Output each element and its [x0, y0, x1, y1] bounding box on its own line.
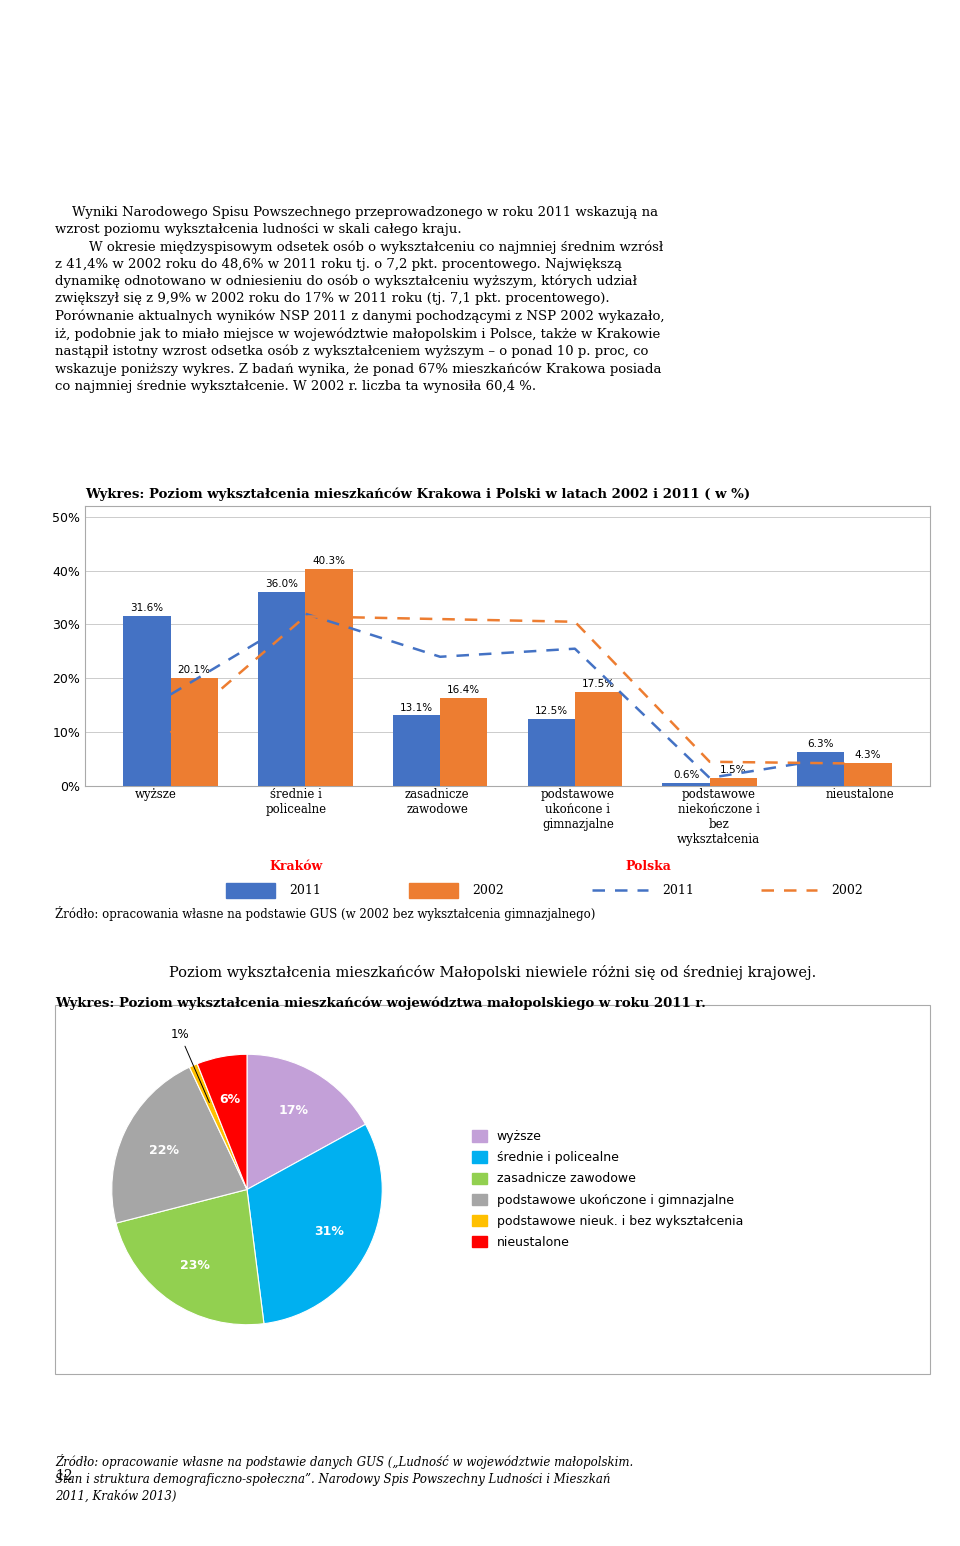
Text: podstawowe
ukońcone i
gimnazjalne: podstawowe ukońcone i gimnazjalne — [540, 788, 615, 832]
Text: Wykres: Poziom wykształcenia mieszkańców województwa małopolskiego w roku 2011 r: Wykres: Poziom wykształcenia mieszkańców… — [55, 996, 706, 1010]
Text: 17.5%: 17.5% — [582, 679, 615, 690]
Wedge shape — [247, 1054, 366, 1189]
Bar — [575, 691, 622, 785]
Text: 16.4%: 16.4% — [447, 685, 480, 696]
Bar — [258, 592, 305, 785]
Bar — [171, 677, 218, 785]
Bar — [393, 716, 440, 785]
Text: 2002: 2002 — [831, 884, 863, 897]
Bar — [440, 697, 488, 785]
Text: 13.1%: 13.1% — [400, 703, 433, 713]
Text: 6.3%: 6.3% — [807, 739, 834, 750]
FancyBboxPatch shape — [226, 883, 276, 898]
Text: 22%: 22% — [149, 1144, 179, 1156]
Bar — [124, 615, 171, 785]
Text: 1%: 1% — [171, 1028, 209, 1102]
Wedge shape — [116, 1189, 264, 1325]
Text: 36.0%: 36.0% — [265, 580, 299, 589]
Wedge shape — [189, 1064, 247, 1189]
Text: Poziom wykształcenia mieszkańców Małopolski niewiele różni się od średniej krajo: Poziom wykształcenia mieszkańców Małopol… — [169, 965, 816, 980]
Text: 6%: 6% — [219, 1093, 240, 1105]
Text: 2002: 2002 — [472, 884, 504, 897]
Text: 20.1%: 20.1% — [178, 665, 210, 676]
Text: 40.3%: 40.3% — [312, 557, 346, 566]
Text: wyższe: wyższe — [134, 788, 177, 801]
Text: 17%: 17% — [278, 1104, 309, 1116]
Text: Wykres: Poziom wykształcenia mieszkańców Krakowa i Polski w latach 2002 i 2011 (: Wykres: Poziom wykształcenia mieszkańców… — [85, 487, 750, 501]
Bar — [797, 751, 845, 785]
Text: 12: 12 — [55, 1469, 73, 1483]
Text: Źródło: opracowania własne na podstawie GUS (w 2002 bez wykształcenia gimnazjaln: Źródło: opracowania własne na podstawie … — [55, 906, 595, 921]
Text: podstawowe
niekończone i
bez
wykształcenia: podstawowe niekończone i bez wykształcen… — [677, 788, 760, 846]
Wedge shape — [111, 1067, 247, 1223]
Bar — [709, 778, 756, 785]
Text: 23%: 23% — [180, 1258, 210, 1272]
Text: nieustalone: nieustalone — [826, 788, 894, 801]
Text: 12.5%: 12.5% — [535, 707, 568, 716]
Bar — [662, 782, 709, 785]
Text: 31.6%: 31.6% — [131, 603, 163, 614]
Bar — [305, 569, 352, 785]
Text: Źródło: opracowanie własne na podstawie danych GUS („Ludność w województwie mało: Źródło: opracowanie własne na podstawie … — [55, 1453, 634, 1503]
Wedge shape — [197, 1054, 247, 1189]
Text: Polska: Polska — [625, 861, 671, 873]
Text: 4.3%: 4.3% — [854, 750, 881, 761]
Text: Wyniki Narodowego Spisu Powszechnego przeprowadzonego w roku 2011 wskazują na
wz: Wyniki Narodowego Spisu Powszechnego prz… — [55, 206, 664, 393]
Bar — [845, 762, 892, 785]
Text: średnie i
policealne: średnie i policealne — [266, 788, 326, 816]
Text: 2011: 2011 — [289, 884, 321, 897]
Wedge shape — [247, 1124, 382, 1323]
Bar — [528, 719, 575, 785]
Legend: wyższe, średnie i policealne, zasadnicze zawodowe, podstawowe ukończone i gimnaz: wyższe, średnie i policealne, zasadnicze… — [467, 1125, 748, 1254]
Text: zasadnicze
zawodowe: zasadnicze zawodowe — [405, 788, 469, 816]
FancyBboxPatch shape — [409, 883, 458, 898]
Text: Kraków: Kraków — [270, 861, 323, 873]
Text: 31%: 31% — [314, 1224, 344, 1238]
Text: 2011: 2011 — [662, 884, 694, 897]
Text: 0.6%: 0.6% — [673, 770, 699, 781]
Text: 1.5%: 1.5% — [720, 765, 747, 775]
